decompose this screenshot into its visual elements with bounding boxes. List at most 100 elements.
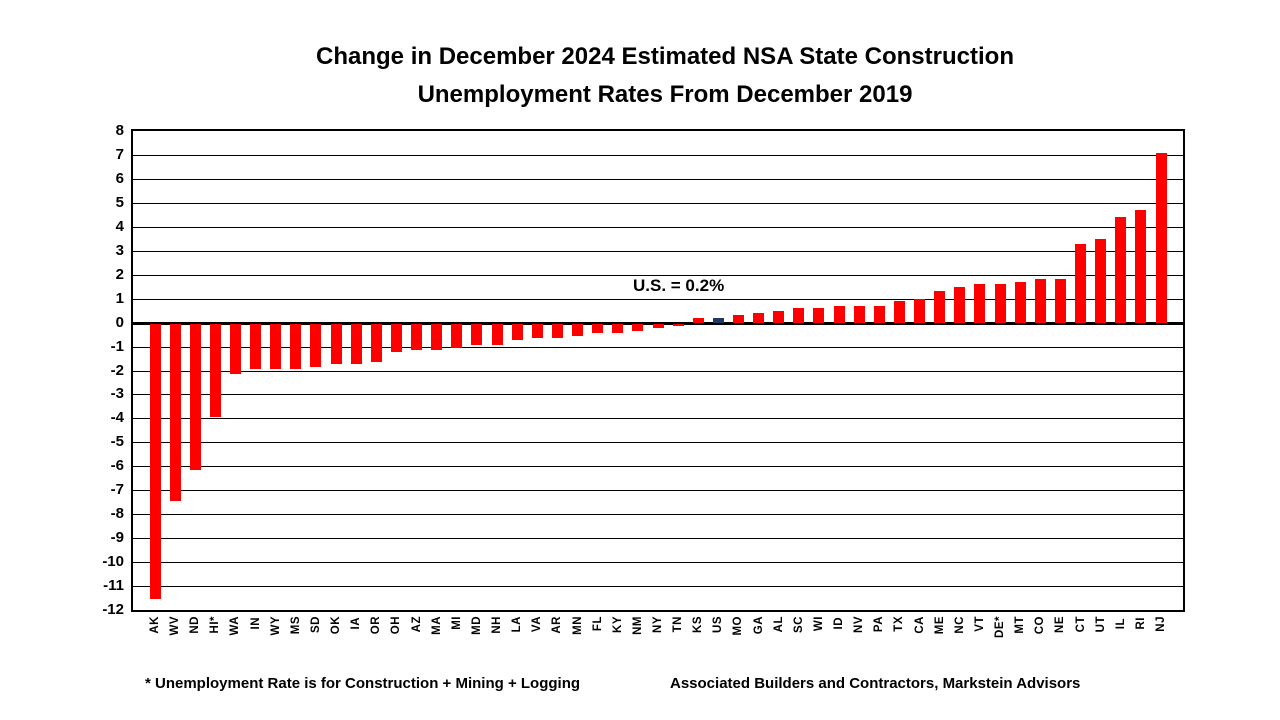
bar-AK	[149, 323, 161, 600]
chart-title: Change in December 2024 Estimated NSA St…	[25, 38, 1280, 114]
y-axis-tick-label: -8	[110, 505, 124, 523]
bar-DE	[994, 284, 1006, 323]
bar-GA	[753, 313, 765, 323]
bar-OR	[370, 323, 382, 362]
x-axis-label-NV: NV	[853, 616, 866, 633]
x-axis-label-MT: MT	[1014, 616, 1027, 634]
x-axis-label-WI: WI	[812, 616, 825, 632]
x-axis-label-IN: IN	[249, 616, 262, 630]
plot-area	[131, 129, 1185, 612]
gridline	[133, 202, 1183, 204]
y-axis-tick-label: -1	[110, 337, 124, 355]
x-axis-label-OK: OK	[330, 616, 343, 635]
x-axis-label-HI: HI*	[209, 616, 222, 634]
x-axis-label-MI: MI	[450, 616, 463, 630]
bar-MS	[290, 323, 302, 370]
footnote-asterisk: * Unemployment Rate is for Construction …	[145, 675, 581, 692]
bar-KY	[612, 323, 624, 334]
source-attribution: Associated Builders and Contractors, Mar…	[670, 675, 1081, 692]
chart-title-line2: Unemployment Rates From December 2019	[417, 81, 913, 108]
x-axis-label-IA: IA	[350, 616, 363, 630]
bar-SD	[310, 323, 322, 367]
gridline	[133, 538, 1183, 540]
y-axis-tick-label: -7	[110, 481, 124, 499]
bar-FL	[592, 323, 604, 334]
bar-PA	[873, 305, 885, 323]
y-axis-tick-label: -5	[110, 433, 124, 451]
bar-US	[712, 317, 724, 323]
bar-NC	[954, 286, 966, 323]
bar-NH	[491, 323, 503, 346]
bar-MT	[1014, 281, 1026, 323]
x-axis-label-OH: OH	[390, 616, 403, 635]
bar-AL	[773, 310, 785, 323]
gridline	[133, 514, 1183, 516]
bar-MO	[732, 315, 744, 323]
gridline	[133, 466, 1183, 468]
y-axis-tick-label: 4	[115, 217, 124, 235]
y-axis-tick-label: 5	[115, 193, 124, 211]
gridline	[133, 586, 1183, 588]
x-axis-label-ME: ME	[933, 616, 946, 635]
x-axis-label-CO: CO	[1034, 616, 1047, 635]
y-axis-tick-label: -4	[110, 409, 124, 427]
y-axis-tick-label: 2	[115, 265, 124, 283]
bar-KS	[692, 317, 704, 323]
gridline	[133, 442, 1183, 444]
y-axis-tick-label: -10	[102, 553, 124, 571]
y-axis-tick-label: -3	[110, 385, 124, 403]
bar-IL	[1115, 217, 1127, 323]
x-axis-label-SC: SC	[792, 616, 805, 633]
y-axis-tick-label: -9	[110, 529, 124, 547]
gridline	[133, 250, 1183, 252]
bar-WY	[270, 323, 282, 370]
y-axis-tick-label: -6	[110, 457, 124, 475]
bar-UT	[1095, 238, 1107, 323]
y-axis-tick-label: 6	[115, 169, 124, 187]
gridline	[133, 562, 1183, 564]
x-axis-label-WY: WY	[269, 616, 282, 636]
y-axis-tick-label: 7	[115, 145, 124, 163]
x-axis-label-MO: MO	[732, 616, 745, 636]
bar-ID	[833, 305, 845, 323]
x-axis-label-OR: OR	[370, 616, 383, 635]
bar-OK	[330, 323, 342, 365]
x-axis-label-WV: WV	[169, 616, 182, 636]
bar-WA	[229, 323, 241, 374]
x-axis-label-PA: PA	[873, 616, 886, 633]
gridline	[133, 154, 1183, 156]
zero-baseline	[133, 321, 1183, 325]
bar-CA	[914, 298, 926, 323]
bar-VT	[974, 284, 986, 323]
bar-NV	[853, 305, 865, 323]
x-axis-label-ND: ND	[189, 616, 202, 634]
x-axis-label-NH: NH	[491, 616, 504, 634]
x-axis-label-NY: NY	[652, 616, 664, 633]
bar-ND	[189, 323, 201, 470]
y-axis-tick-label: -12	[102, 601, 124, 618]
x-axis-label-KS: KS	[692, 616, 705, 633]
x-axis-label-AK: AK	[149, 616, 161, 634]
x-axis-label-IL: IL	[1114, 617, 1127, 629]
bar-AR	[551, 323, 563, 338]
gridline	[133, 346, 1183, 348]
y-axis-tick-label: 1	[115, 289, 124, 307]
x-axis-label-TX: TX	[893, 616, 906, 632]
bar-SC	[793, 308, 805, 323]
x-axis-label-MN: MN	[571, 616, 584, 635]
x-axis-label-NE: NE	[1054, 616, 1067, 633]
gridline	[133, 226, 1183, 228]
x-axis-label-AR: AR	[551, 616, 564, 634]
x-axis-label-AL: AL	[772, 616, 785, 633]
x-axis-label-WA: WA	[229, 616, 242, 636]
x-axis-label-CT: CT	[1074, 616, 1087, 633]
x-axis-label-GA: GA	[752, 616, 765, 635]
bar-NJ	[1155, 152, 1167, 323]
x-axis-label-NM: NM	[631, 616, 644, 635]
gridline	[133, 418, 1183, 420]
x-axis-label-MD: MD	[470, 616, 483, 635]
x-axis-label-KY: KY	[611, 616, 624, 633]
gridline	[133, 178, 1183, 180]
x-axis-label-US: US	[712, 616, 725, 633]
y-axis-tick-label: -11	[103, 577, 124, 595]
